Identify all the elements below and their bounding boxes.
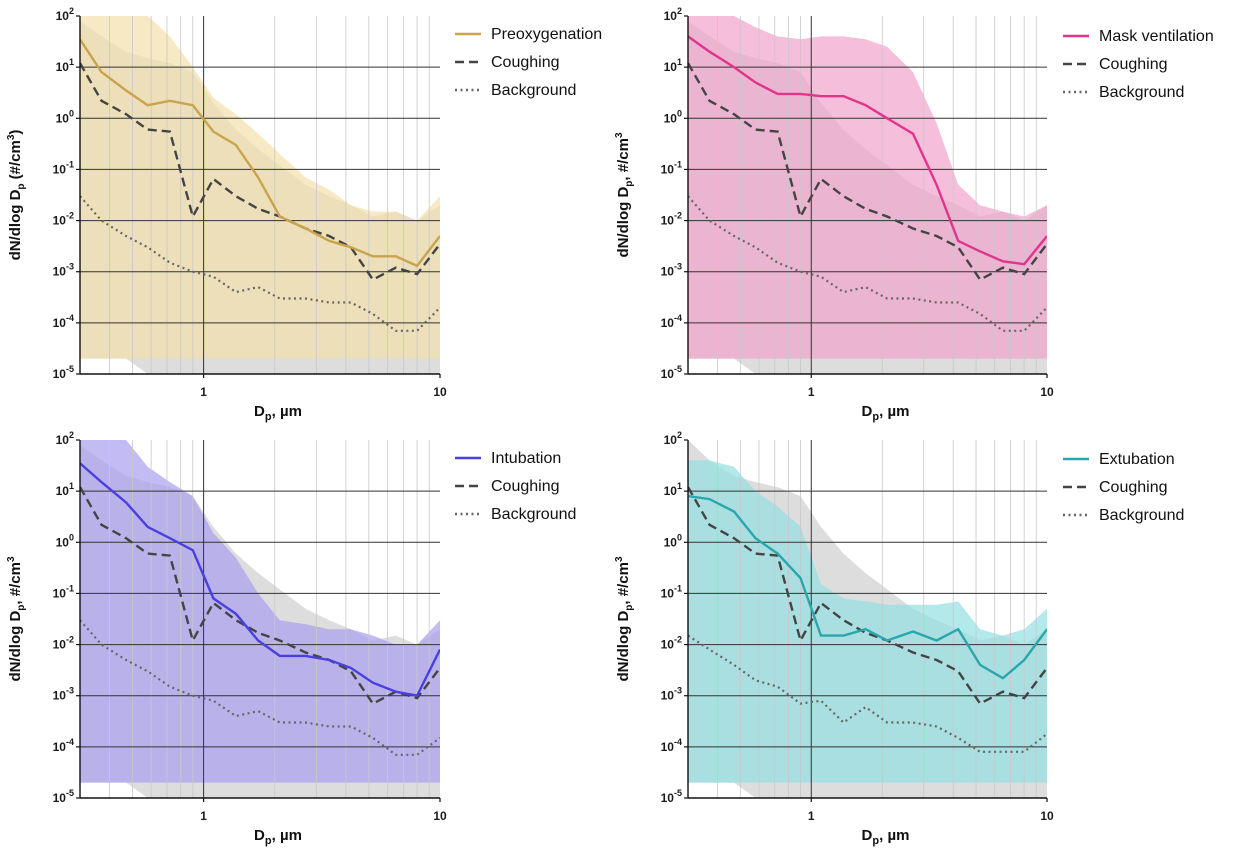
y-tick-label: 10-5 <box>661 364 682 381</box>
legend-label-3: Background <box>1099 84 1184 101</box>
legend-label-3: Background <box>491 82 576 99</box>
y-tick-label: 10-3 <box>661 262 682 279</box>
x-tick-label: 10 <box>433 809 447 823</box>
x-tick-label: 1 <box>808 809 815 823</box>
y-tick-label: 10-5 <box>53 788 74 805</box>
y-tick-label: 10-2 <box>53 211 74 228</box>
plot-area <box>80 16 440 374</box>
y-axis-label: dN/dlog Dp, #/cm3 <box>614 556 635 681</box>
y-axis-label: dN/dlog Dp (#/cm3) <box>6 130 27 261</box>
y-tick-label: 10-1 <box>661 583 682 600</box>
legend-label-1: Preoxygenation <box>491 26 602 43</box>
legend-label-3: Background <box>1099 507 1184 524</box>
y-tick-label: 10-5 <box>53 364 74 381</box>
y-tick-label: 10-1 <box>53 583 74 600</box>
series-line-main <box>688 35 1047 266</box>
main-series-band <box>80 440 440 783</box>
series-line-background <box>80 619 440 756</box>
x-axis-label: Dp, µm <box>254 403 302 423</box>
y-tick-label: 10-2 <box>53 635 74 652</box>
y-tick-label: 10-3 <box>53 262 74 279</box>
series-line-coughing <box>80 486 440 706</box>
y-tick-label: 101 <box>664 481 682 498</box>
x-axis-label: Dp, µm <box>254 827 302 847</box>
y-tick-label: 100 <box>56 108 74 125</box>
x-tick-label: 1 <box>200 809 207 823</box>
legend-label-2: Coughing <box>491 478 560 495</box>
y-tick-label: 101 <box>56 481 74 498</box>
legend-label-2: Coughing <box>491 54 560 71</box>
y-tick-label: 10-4 <box>661 313 682 330</box>
legend-label-1: Mask ventilation <box>1099 28 1214 45</box>
y-tick-label: 100 <box>664 108 682 125</box>
x-tick-label: 10 <box>433 385 447 399</box>
y-tick-label: 10-4 <box>53 737 74 754</box>
y-tick-label: 10-3 <box>661 686 682 703</box>
chart-panel-2: 10-5 10-4 10-3 10-2 10-1 100 101 102 1 10 Dp, µm dN… <box>614 6 1214 423</box>
y-tick-label: 101 <box>664 57 682 74</box>
series-line-main <box>80 462 440 698</box>
chart-panel-4: 10-5 10-4 10-3 10-2 10-1 100 101 102 1 10 Dp, µm dN… <box>614 430 1184 847</box>
legend-label-1: Extubation <box>1099 451 1175 468</box>
y-tick-label: 10-2 <box>661 635 682 652</box>
legend-label-2: Coughing <box>1099 479 1168 496</box>
legend: Intubation Coughing Background <box>455 450 576 523</box>
legend: Preoxygenation Coughing Background <box>455 26 602 99</box>
x-axis-label: Dp, µm <box>862 403 910 423</box>
y-tick-label: 10-3 <box>53 686 74 703</box>
y-tick-label: 102 <box>56 430 74 447</box>
y-axis-label: dN/dlog Dp, #/cm3 <box>6 556 27 681</box>
x-tick-label: 1 <box>200 385 207 399</box>
x-tick-label: 10 <box>1040 385 1054 399</box>
series-line-coughing <box>80 62 440 282</box>
y-tick-label: 10-1 <box>53 159 74 176</box>
legend-label-2: Coughing <box>1099 56 1168 73</box>
main-series-band <box>688 460 1047 783</box>
legend-label-1: Intubation <box>491 450 561 467</box>
y-axis-label: dN/dlog Dp, #/cm3 <box>614 132 635 257</box>
series-line-coughing <box>688 62 1047 282</box>
series-line-main <box>80 38 440 268</box>
plot-area <box>80 440 440 798</box>
y-tick-label: 102 <box>664 6 682 23</box>
chart-panel-1: 10-5 10-4 10-3 10-2 10-1 100 101 102 1 10 Dp, µm dN… <box>6 6 602 423</box>
main-series-band <box>688 16 1047 359</box>
series-line-coughing <box>688 486 1047 706</box>
y-tick-label: 102 <box>56 6 74 23</box>
plot-area <box>688 16 1047 374</box>
y-tick-label: 10-1 <box>661 159 682 176</box>
plot-area <box>688 440 1047 798</box>
series-line-background <box>688 195 1047 332</box>
series-line-main <box>688 494 1047 680</box>
legend: Extubation Coughing Background <box>1063 451 1184 524</box>
y-tick-label: 10-2 <box>661 211 682 228</box>
y-tick-label: 102 <box>664 430 682 447</box>
x-axis-label: Dp, µm <box>862 827 910 847</box>
series-line-background <box>688 634 1047 753</box>
chart-panel-3: 10-5 10-4 10-3 10-2 10-1 100 101 102 1 10 Dp, µm dN… <box>6 430 576 847</box>
y-tick-label: 10-5 <box>661 788 682 805</box>
legend: Mask ventilation Coughing Background <box>1063 28 1214 101</box>
y-tick-label: 10-4 <box>53 313 74 330</box>
x-tick-label: 10 <box>1040 809 1054 823</box>
x-tick-label: 1 <box>808 385 815 399</box>
y-tick-label: 100 <box>664 532 682 549</box>
legend-label-3: Background <box>491 506 576 523</box>
y-tick-label: 100 <box>56 532 74 549</box>
y-tick-label: 10-4 <box>661 737 682 754</box>
series-line-background <box>80 195 440 332</box>
y-tick-label: 101 <box>56 57 74 74</box>
